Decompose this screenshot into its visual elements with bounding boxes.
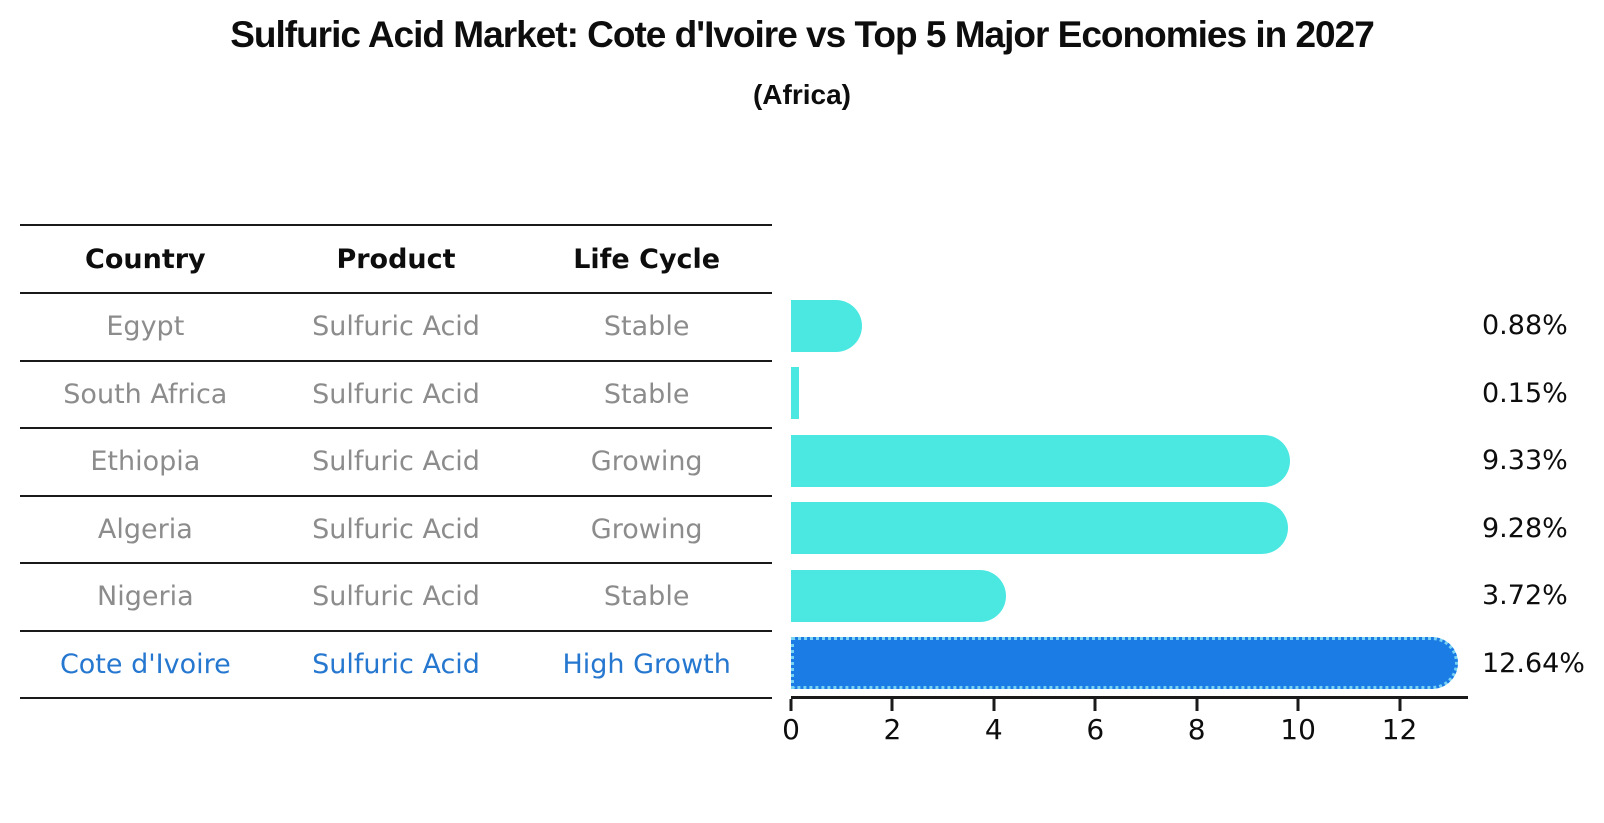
table-row: Egypt Sulfuric Acid Stable [20,294,772,362]
bar-row [791,495,1468,563]
x-axis-tick-label: 2 [883,713,902,746]
table-header-row: Country Product Life Cycle [20,226,772,294]
x-axis-tick-label: 10 [1280,713,1316,746]
table-row: South Africa Sulfuric Acid Stable [20,362,772,429]
table-row: Nigeria Sulfuric Acid Stable [20,564,772,632]
x-axis-line [791,696,1468,699]
bar-nigeria [791,569,1006,622]
cell-product: Sulfuric Acid [312,378,480,410]
value-label: 3.72% [1482,580,1568,611]
cell-product: Sulfuric Acid [312,446,480,478]
value-label: 9.33% [1482,445,1568,476]
x-axis-tick [789,699,793,711]
cell-life-cycle: Growing [590,513,703,545]
cell-life-cycle: Stable [603,378,690,410]
bar-egypt [791,299,862,352]
value-label: 9.28% [1482,512,1568,544]
cell-product: Sulfuric Acid [312,581,480,613]
header-product: Product [336,243,456,275]
value-label: 0.88% [1482,310,1568,341]
x-axis-ticks: 0 2 4 6 8 10 12 [782,699,1468,749]
cell-product: Sulfuric Acid [312,513,480,545]
x-axis-tick [890,699,894,711]
table-row: Algeria Sulfuric Acid Growing [20,497,772,564]
cell-life-cycle: Stable [603,311,690,343]
cell-country: Algeria [97,513,193,545]
x-axis-tick-label: 12 [1381,713,1418,746]
cell-product: Sulfuric Acid [312,311,480,343]
header-life-cycle: Life Cycle [573,243,721,275]
bar-row [791,562,1468,630]
x-axis-tick [1093,699,1097,711]
cell-country: Egypt [106,311,185,343]
cell-country: Cote d'Ivoire [59,648,231,680]
cell-country: Ethiopia [90,446,201,478]
chart-subtitle: (Africa) [752,79,851,110]
value-labels: 0.88% 0.15% 9.33% 9.28% 3.72% 12.64% [1482,292,1604,697]
cell-country: South Africa [63,378,228,410]
x-axis-tick-label: 6 [1086,713,1105,746]
x-axis-tick-label: 8 [1187,713,1206,746]
cell-country: Nigeria [97,581,194,613]
x-axis-tick-label: 4 [984,713,1003,746]
table-row-highlighted: Cote d'Ivoire Sulfuric Acid High Growth [20,632,772,699]
table-row: Ethiopia Sulfuric Acid Growing [20,429,772,497]
chart-title: Sulfuric Acid Market: Cote d'Ivoire vs T… [230,14,1375,55]
bar-row [791,427,1468,495]
value-label: 12.64% [1482,647,1585,679]
bar-ethiopia [791,434,1291,487]
bar-cote-divoire [791,637,1458,690]
cell-life-cycle: High Growth [562,648,731,680]
x-axis-tick [1296,699,1300,711]
value-label: 0.15% [1482,377,1568,409]
cell-product: Sulfuric Acid [312,648,480,680]
cell-life-cycle: Stable [603,581,690,613]
header-country: Country [85,243,206,275]
cell-life-cycle: Growing [590,446,703,478]
x-axis-tick [992,699,996,711]
x-axis-tick-label: 0 [782,713,800,746]
bar-row [791,630,1468,698]
bar-row [791,292,1468,360]
bar-south-africa [791,367,799,420]
x-axis-tick [1398,699,1402,711]
bar-row [791,360,1468,428]
country-table: Country Product Life Cycle Egypt Sulfuri… [20,224,772,699]
bar-plot [791,292,1468,697]
bar-algeria [791,502,1288,555]
x-axis-tick [1195,699,1199,711]
